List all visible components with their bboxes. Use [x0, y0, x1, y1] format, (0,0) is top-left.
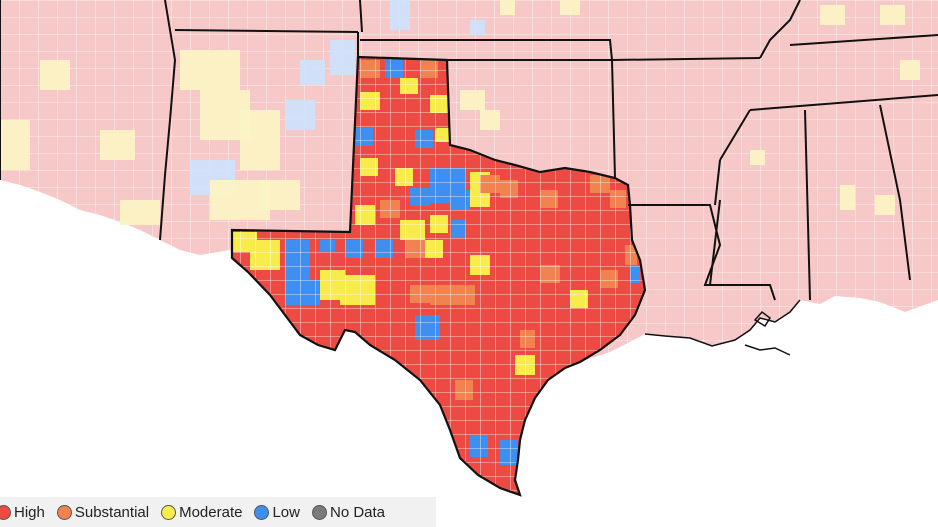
legend-item-low[interactable]: Low [254, 504, 300, 521]
legend-label: No Data [329, 503, 386, 521]
legend-label: Substantial [74, 503, 150, 521]
texas-border [230, 55, 647, 497]
legend: High Substantial Moderate Low No Data [0, 497, 436, 527]
legend-label: Moderate [179, 503, 243, 521]
legend-item-no-data[interactable]: No Data [311, 503, 386, 521]
legend-label: Low [272, 503, 300, 521]
legend-swatch-icon [161, 504, 177, 520]
state-borders [0, 0, 938, 301]
legend-label: High [14, 503, 45, 521]
legend-swatch-icon [311, 504, 327, 520]
legend-item-high[interactable]: High [0, 504, 45, 521]
coastline-details [644, 299, 801, 356]
texas-state[interactable] [230, 55, 647, 497]
texas-county-grid [232, 57, 645, 495]
legend-swatch-icon [254, 504, 270, 520]
legend-item-moderate[interactable]: Moderate [161, 504, 242, 521]
faded-county-patches [0, 0, 920, 225]
legend-item-substantial[interactable]: Substantial [56, 503, 150, 521]
legend-swatch-icon [0, 504, 11, 520]
legend-swatch-icon [56, 504, 72, 520]
